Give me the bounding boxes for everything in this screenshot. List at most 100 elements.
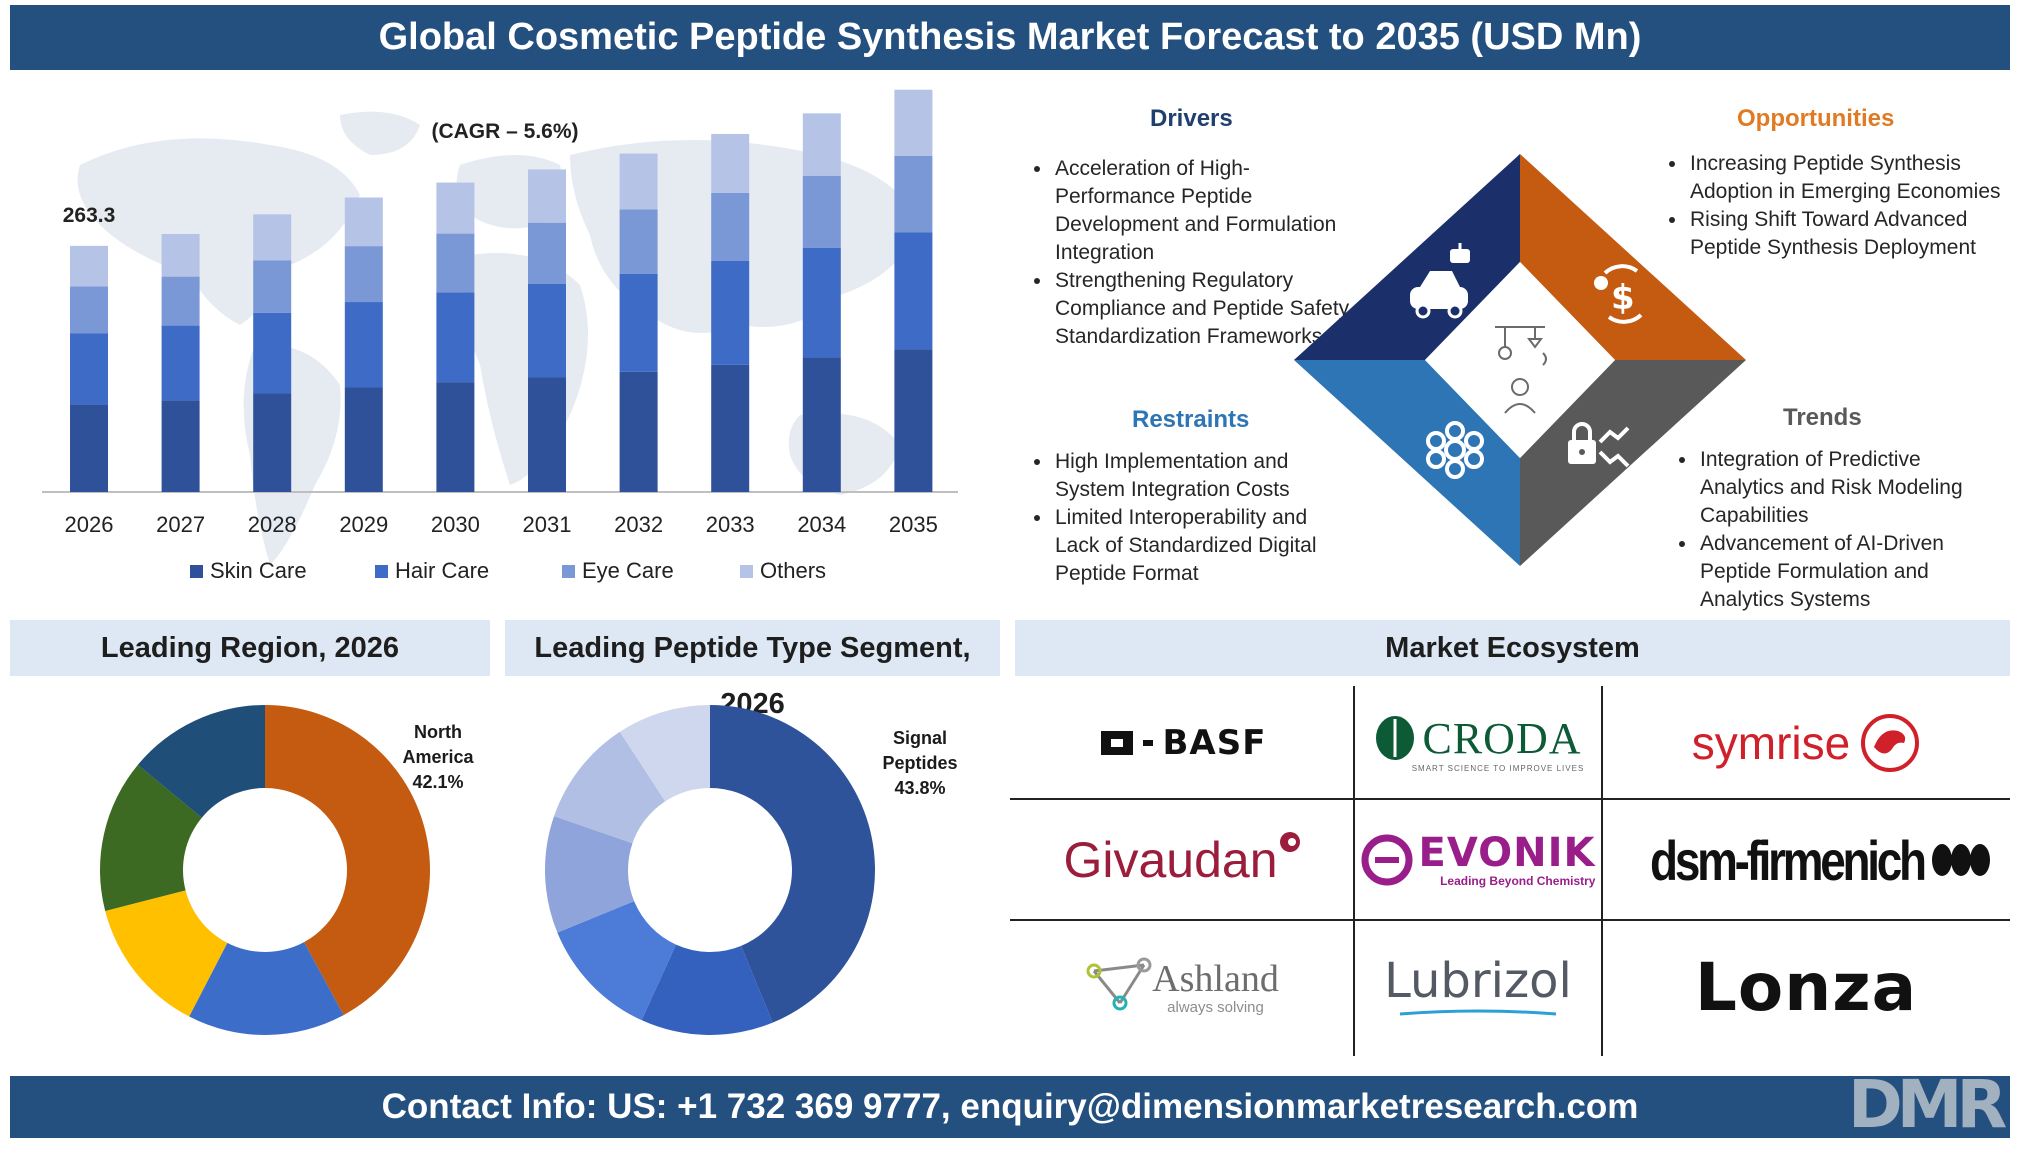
basf-logo: BASF: [1015, 686, 1350, 799]
givaudan-logo-text: Givaudan: [1063, 832, 1278, 888]
legend-label: Skin Care: [210, 558, 307, 583]
x-tick-label: 2031: [523, 512, 572, 537]
symrise-dragon-icon: [1861, 713, 1920, 772]
bar-others-2027: [161, 233, 200, 277]
evonik-logo-text: EVONIK: [1418, 830, 1596, 876]
bar-hair-care-2032: [619, 273, 658, 372]
svg-text:$: $: [1611, 278, 1635, 318]
evonik-logo: EVONIK Leading Beyond Chemistry: [1358, 800, 1598, 920]
drivers-item: Acceleration of High-Performance Peptide…: [1053, 155, 1353, 267]
region-callout-name: North America: [392, 720, 484, 770]
evonik-mark-icon: [1361, 834, 1413, 886]
bar-total-label: 430.3: [887, 70, 940, 71]
bar-hair-care-2030: [436, 292, 475, 383]
x-tick-label: 2034: [797, 512, 846, 537]
ashland-logo: Ashland always solving: [1015, 922, 1350, 1052]
bar-skin-care-2035: [894, 349, 933, 492]
restraints-list: High Implementation and System Integrati…: [1025, 448, 1353, 588]
bar-skin-care-2026: [70, 404, 108, 492]
bar-others-2033: [711, 133, 750, 193]
bar-others-2029: [344, 197, 383, 247]
bar-hair-care-2026: [70, 333, 108, 405]
region-callout-value: 42.1%: [412, 772, 464, 792]
car-robot-icon: [1410, 243, 1470, 319]
basf-logo-text: BASF: [1162, 722, 1267, 763]
drivers-title: Drivers: [1150, 105, 1233, 132]
bar-skin-care-2029: [344, 387, 383, 492]
bar-skin-care-2032: [619, 371, 658, 492]
bar-eye-care-2029: [344, 246, 383, 303]
lubrizol-logo-text: Lubrizol: [1384, 953, 1572, 1009]
bar-others-2030: [436, 182, 475, 234]
donut-slice-north-america: [265, 705, 430, 1016]
donut-slice-4: [137, 705, 265, 818]
diamond-top-left-fill: [1294, 154, 1520, 360]
bar-eye-care-2034: [802, 175, 841, 248]
lubrizol-swoosh-icon: [1399, 1009, 1557, 1016]
trends-list: Integration of Predictive Analytics and …: [1670, 446, 1998, 614]
page-title: Global Cosmetic Peptide Synthesis Market…: [10, 5, 2010, 70]
segment-callout-value: 43.8%: [894, 778, 946, 798]
givaudan-mark-icon: [1279, 832, 1300, 852]
bar-eye-care-2026: [70, 286, 108, 334]
ecosystem-grid-lines: [1010, 686, 2010, 1056]
bar-eye-care-2035: [894, 156, 933, 233]
cagr-annotation: (CAGR – 5.6%): [431, 120, 578, 143]
croda-logo: CRODA SMART SCIENCE TO IMPROVE LIVES: [1358, 686, 1598, 799]
diamond-bottom-right: [1520, 360, 1746, 566]
drivers-list: Acceleration of High-Performance Peptide…: [1025, 155, 1353, 351]
ashland-logo-text: Ashland: [1152, 957, 1279, 1000]
x-tick-label: 2032: [614, 512, 663, 537]
leading-region-heading: Leading Region, 2026: [10, 620, 490, 676]
bar-skin-care-2027: [161, 400, 200, 492]
legend-swatch: [740, 565, 753, 578]
trends-item: Integration of Predictive Analytics and …: [1698, 446, 1998, 530]
x-tick-label: 2028: [248, 512, 297, 537]
lonza-logo: Lonza: [1606, 922, 2006, 1052]
bar-others-2026: [70, 245, 108, 287]
bar-others-2035: [894, 89, 933, 157]
lonza-logo-text: Lonza: [1694, 948, 1918, 1026]
x-tick-label: 2033: [706, 512, 755, 537]
ashland-tagline: always solving: [1167, 998, 1264, 1016]
flower-network-icon: [1426, 421, 1484, 479]
diamond-bottom-left: [1294, 360, 1520, 566]
restraints-item: High Implementation and System Integrati…: [1053, 448, 1353, 504]
dollar-cycle-icon: $: [1594, 264, 1643, 324]
x-tick-label: 2035: [889, 512, 938, 537]
opportunities-list: Increasing Peptide Synthesis Adoption in…: [1660, 150, 2008, 262]
bar-hair-care-2031: [528, 283, 566, 378]
leading-segment-heading: Leading Peptide Type Segment, 2026: [505, 620, 1000, 720]
stacked-bar-chart: 2026 263.3 2027 2028 2029 2030 2031 2032 2033 203…: [42, 70, 958, 583]
segment-callout-name: Signal Peptides: [874, 726, 966, 776]
legend-swatch: [190, 565, 203, 578]
croda-logo-text: CRODA: [1422, 713, 1582, 763]
market-ecosystem-heading: Market Ecosystem: [1015, 620, 2010, 676]
givaudan-logo: Givaudan: [1015, 800, 1350, 920]
donut-slice-3: [100, 764, 202, 912]
restraints-title: Restraints: [1132, 406, 1250, 433]
bar-hair-care-2028: [253, 312, 292, 394]
bar-total-label: 263.3: [63, 204, 116, 227]
bar-skin-care-2033: [711, 364, 750, 492]
legend-label: Eye Care: [582, 558, 674, 583]
basf-mark-icon: [1100, 730, 1153, 755]
callout-name-line: Peptides: [882, 753, 958, 773]
legend-label: Hair Care: [395, 558, 489, 583]
evonik-tagline: Leading Beyond Chemistry: [1440, 874, 1596, 888]
bar-others-2028: [253, 214, 292, 261]
x-tick-label: 2030: [431, 512, 480, 537]
croda-leaf-icon: [1376, 716, 1415, 760]
restraints-item: Limited Interoperability and Lack of Sta…: [1053, 504, 1353, 588]
legend-label: Others: [760, 558, 826, 583]
donut-slice-4: [554, 731, 666, 844]
bar-hair-care-2027: [161, 325, 200, 401]
symrise-logo-text: symrise: [1691, 716, 1851, 769]
donut-slice-2: [105, 890, 228, 1017]
bar-others-2034: [802, 113, 841, 176]
dsm-firmenich-logo-text: dsm-firmenich: [1650, 828, 1927, 892]
bar-eye-care-2031: [528, 222, 566, 284]
callout-name-line: America: [402, 747, 474, 767]
dsm-firmenich-mark-icon: [1931, 844, 1990, 876]
diamond-top-right: [1520, 154, 1746, 360]
